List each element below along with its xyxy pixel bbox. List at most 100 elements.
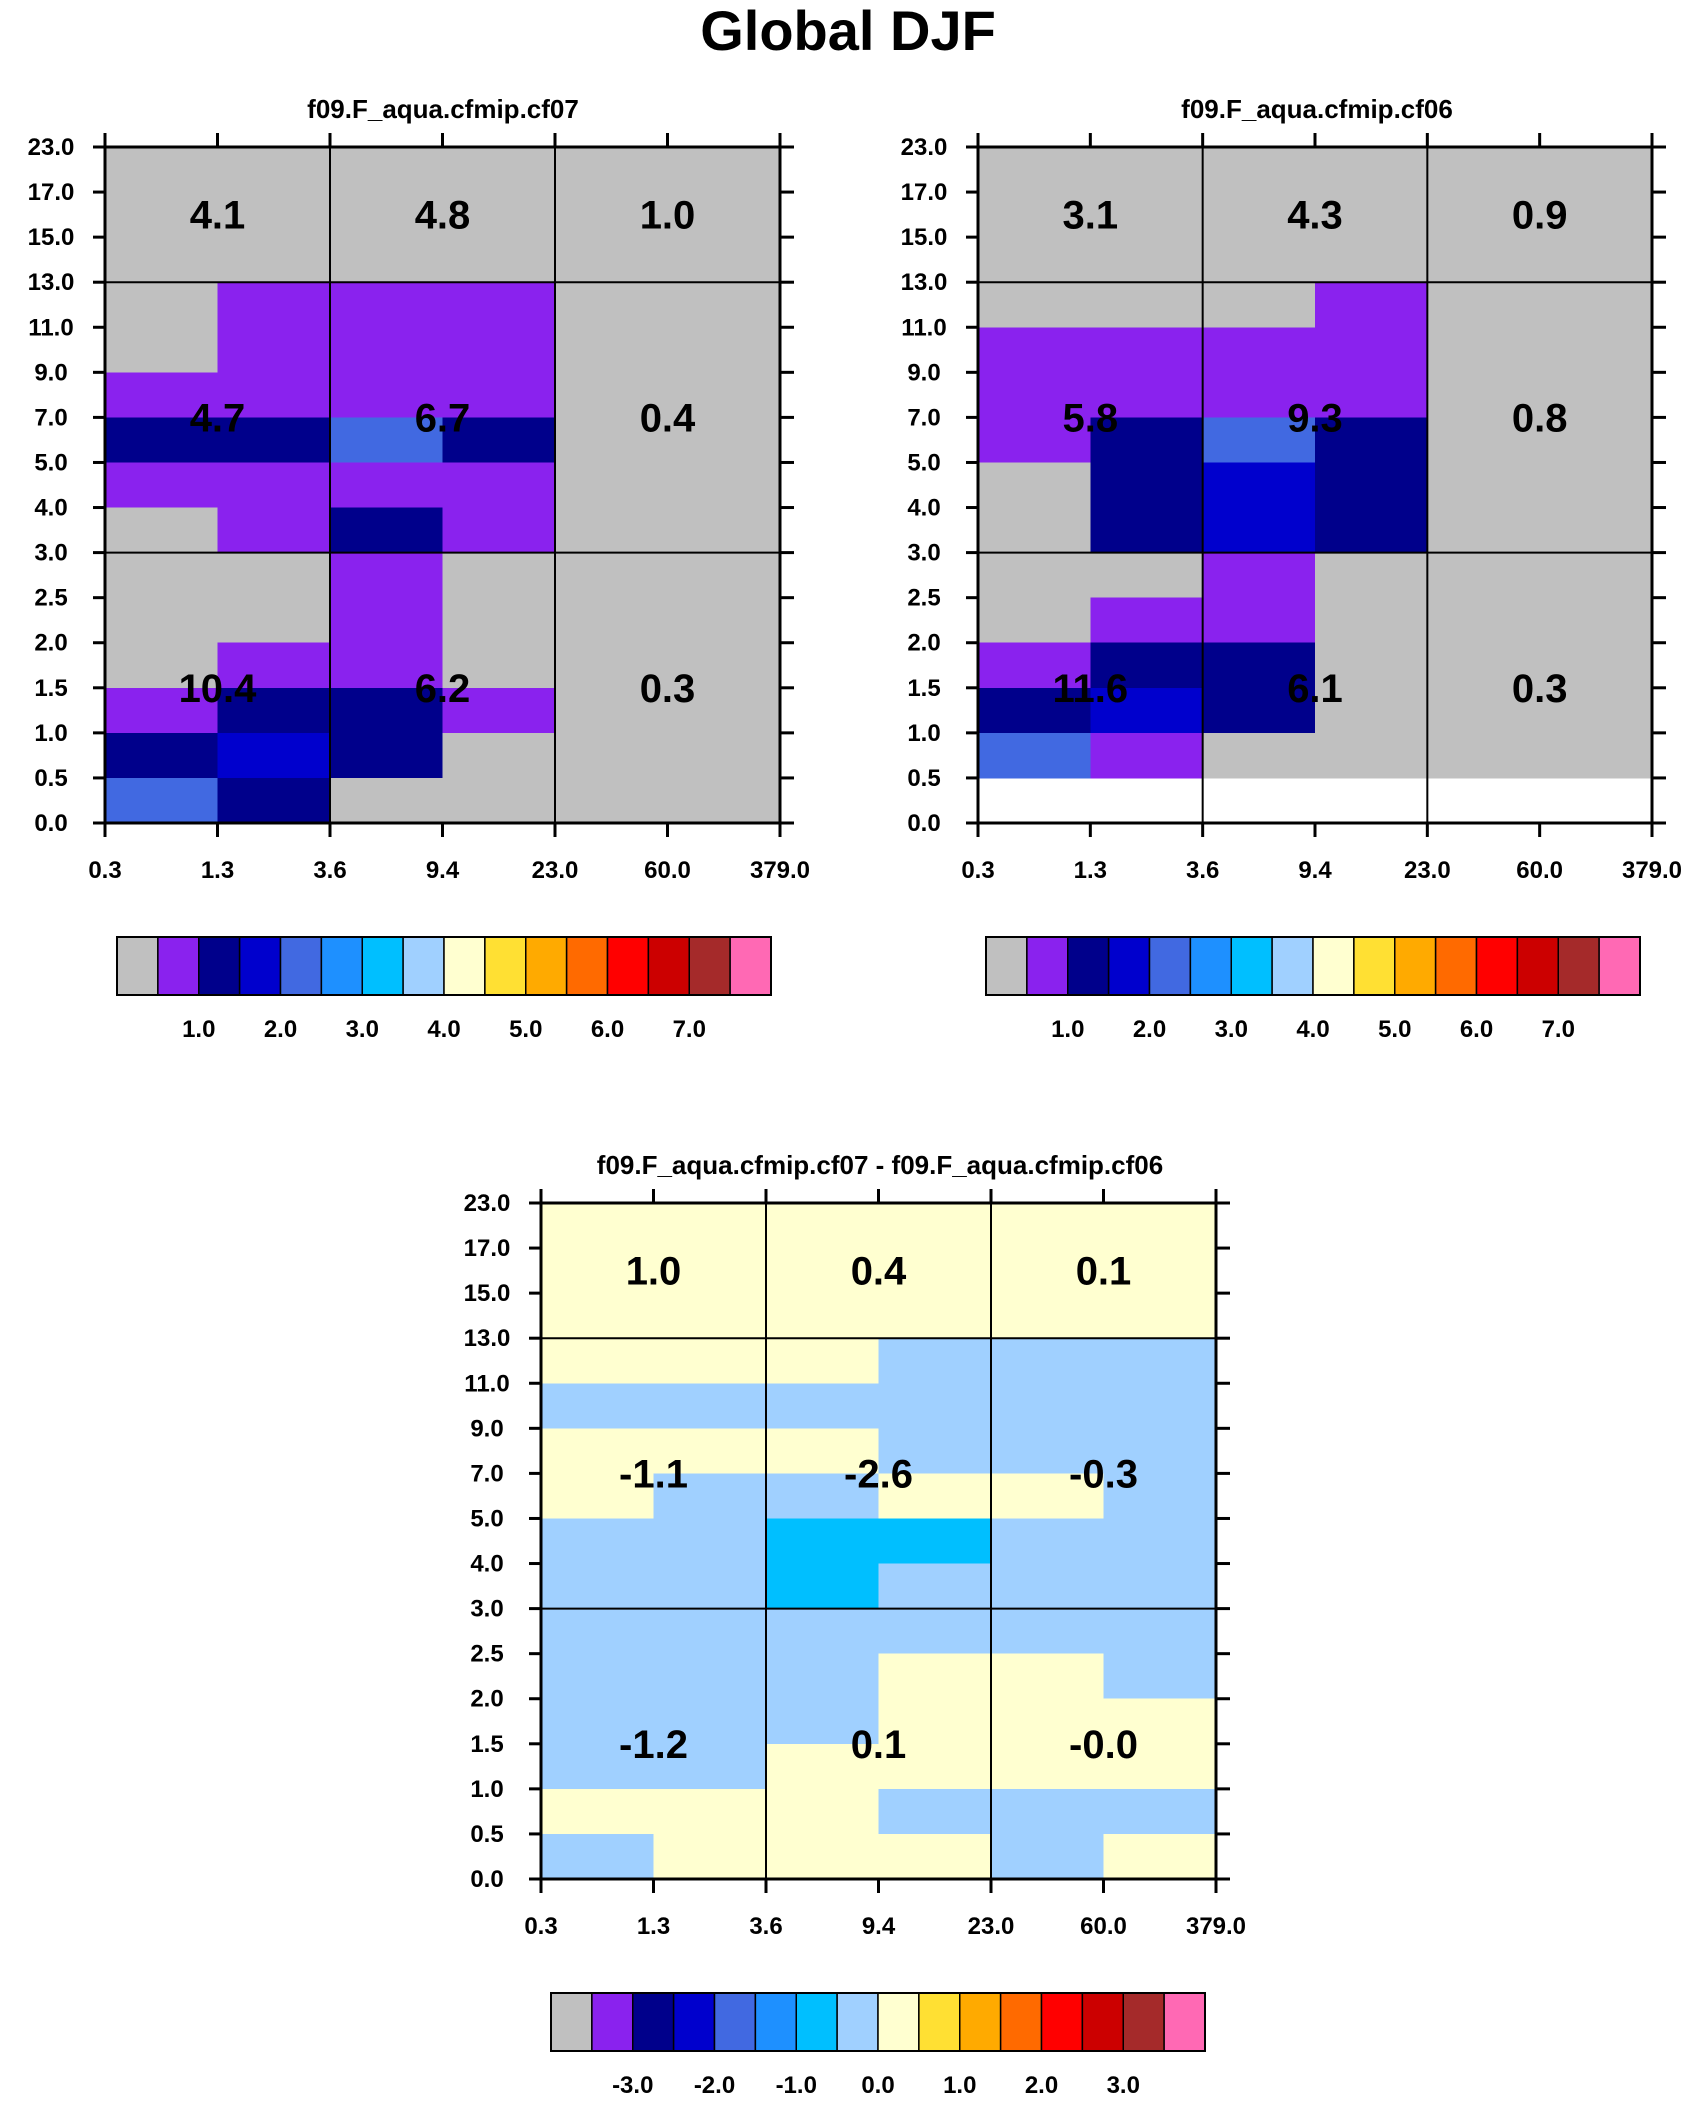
x-axis: 0.3 1.3 3.6 9.4 23.0 60.0 379.0 [88,133,810,884]
y-axis: 0.0 0.5 1.0 1.5 2.0 2.5 3.0 4.0 5.0 7.0 9.0 11.0 13.… [28,134,794,837]
colorbar-swatch [361,936,404,996]
colorbar-swatch [1081,1992,1125,2052]
heatmap-cell [1427,462,1541,509]
heatmap-cell [978,372,1091,418]
colorbar-label: 2.0 [1025,2072,1058,2099]
colorbar-swatch [157,936,200,996]
heatmap-cell [105,687,219,734]
colorbar-swatch [959,1992,1002,2052]
heatmap-cell [217,462,331,509]
heatmap-cell [878,1743,992,1790]
colorbar-swatch [713,1992,757,2052]
region-value-label: 5.8 [1063,396,1119,440]
colorbar-swatch [591,1992,634,2052]
heatmap-cell [667,237,781,283]
colorbar-label: -1.0 [776,2072,817,2099]
heatmap-cell [1315,462,1428,509]
colorbar-swatch [1067,936,1110,996]
heatmap-cell [766,1428,880,1474]
y-tick-label: 23.0 [464,1190,511,1217]
heatmap-cell [1427,687,1541,734]
heatmap-cell [667,417,781,464]
heatmap-cell [330,282,444,328]
heatmap-cell [442,282,556,328]
heatmap-cell [541,1203,655,1249]
region-value-label: 0.1 [1076,1250,1132,1294]
heatmap-cell [1539,417,1653,464]
heatmap-cell [978,327,1091,373]
y-tick-label: 2.0 [470,1686,503,1713]
region-value-label: -2.6 [844,1452,913,1496]
heatmap-cell [1315,372,1428,418]
heatmap-cell [330,372,444,418]
heatmap-cell [991,1743,1105,1790]
panel-title: f09.F_aqua.cfmip.cf07 [307,94,579,124]
heatmap-cell [1103,1338,1217,1384]
x-tick-label: 379.0 [1622,857,1682,884]
heatmap-cell [1427,372,1541,418]
heatmap-cell [766,1383,880,1429]
heatmap-cell [442,327,556,373]
colorbar-label: 2.0 [264,1016,297,1043]
heatmap-cell [1539,237,1653,283]
heatmap-cell [442,237,556,283]
y-tick-label: 2.0 [34,630,67,657]
heatmap-cell [330,192,444,238]
colorbar-swatch [525,936,568,996]
heatmap-cell [1427,597,1541,644]
y-tick-label: 4.0 [34,495,67,522]
region-value-label: 0.3 [640,667,696,711]
heatmap-cell [978,417,1091,464]
heatmap-cell [667,372,781,418]
heatmap-cell [1090,282,1204,328]
heatmap-cell [105,192,219,238]
y-tick-label: 9.0 [34,359,67,386]
heatmap-cell [978,732,1091,779]
x-tick-label: 1.3 [637,1913,670,1940]
colorbar-swatch [484,936,527,996]
colorbar-swatch [688,936,731,996]
heatmap-cell [878,1248,992,1294]
heatmap-cell [1202,192,1316,238]
heatmap-cell [217,372,331,418]
heatmap-cell [330,777,444,824]
y-tick-label: 11.0 [901,314,946,341]
heatmap-cell [330,507,444,554]
heatmap-cell [1202,597,1316,644]
region-labels: 4.1 4.8 1.0 4.7 6.7 0.4 10.4 6.2 0.3 [179,194,696,711]
panel-title: f09.F_aqua.cfmip.cf07 - f09.F_aqua.cfmip… [597,1150,1163,1180]
heatmap-cell [555,597,669,644]
heatmap-cell [766,1473,880,1520]
heatmap-cell [991,1698,1105,1745]
y-tick-label: 1.5 [470,1731,503,1758]
heatmap-cell [878,1653,992,1700]
x-tick-label: 0.3 [88,857,121,884]
heatmap-cell [991,1518,1105,1565]
region-value-label: -0.0 [1069,1723,1138,1767]
y-tick-label: 1.0 [34,720,67,747]
x-tick-label: 1.3 [201,857,234,884]
x-tick-label: 3.6 [749,1913,782,1940]
heatmap-cell [667,192,781,238]
heatmap-cell [653,1293,767,1339]
region-dividers [541,1203,1216,1879]
heatmap-cell [442,372,556,418]
y-tick-label: 9.0 [907,359,940,386]
heatmap-cell [105,282,219,328]
colorbar-swatch [1122,1992,1165,2052]
colorbar-frame [116,936,772,996]
heatmap-cell [1103,1788,1217,1835]
heatmap-cell [653,1203,767,1249]
heatmap-cell [1202,687,1316,734]
region-value-label: 3.1 [1063,194,1119,238]
heatmap-cell [555,147,669,193]
heatmap-cell [541,1833,655,1880]
heatmap-cell [878,1293,992,1339]
heatmap-cell [330,462,444,509]
heatmap-cell [1090,642,1204,689]
heatmap-cell [330,552,444,599]
region-value-label: 0.8 [1512,396,1568,440]
heatmap-cell [667,327,781,373]
heatmap-cell [1202,552,1316,599]
colorbar-label: 1.0 [943,2072,976,2099]
